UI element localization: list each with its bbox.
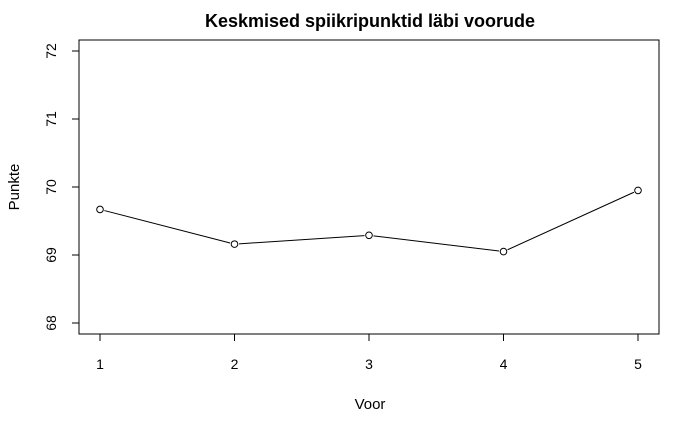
series-line-segment xyxy=(373,235,500,252)
x-tick-label: 5 xyxy=(634,356,642,372)
series-line-segment xyxy=(507,191,635,251)
x-axis: 1 2 3 4 5 xyxy=(96,333,642,372)
y-tick-label: 72 xyxy=(43,43,59,59)
x-tick-label: 4 xyxy=(500,356,508,372)
data-point xyxy=(499,247,508,256)
x-tick-label: 1 xyxy=(96,356,104,372)
y-axis: 68 69 70 71 72 xyxy=(43,43,80,331)
y-tick-label: 68 xyxy=(43,315,59,331)
series-line-segment xyxy=(104,210,231,244)
data-point xyxy=(96,205,104,214)
series-line-segment xyxy=(238,235,365,245)
y-tick-label: 69 xyxy=(43,247,59,263)
x-axis-label: Voor xyxy=(355,396,386,413)
x-tick-label: 2 xyxy=(231,356,239,372)
data-point xyxy=(634,186,642,195)
x-tick-label: 3 xyxy=(365,356,373,372)
chart-title: Keskmised spiikripunktid läbi voorude xyxy=(205,11,535,31)
plot-frame xyxy=(78,39,660,335)
y-tick-label: 71 xyxy=(43,111,59,127)
series-group xyxy=(96,186,642,256)
data-point xyxy=(230,240,239,248)
y-tick-label: 70 xyxy=(43,179,59,195)
data-point xyxy=(365,231,373,240)
y-axis-label: Punkte xyxy=(6,164,23,211)
